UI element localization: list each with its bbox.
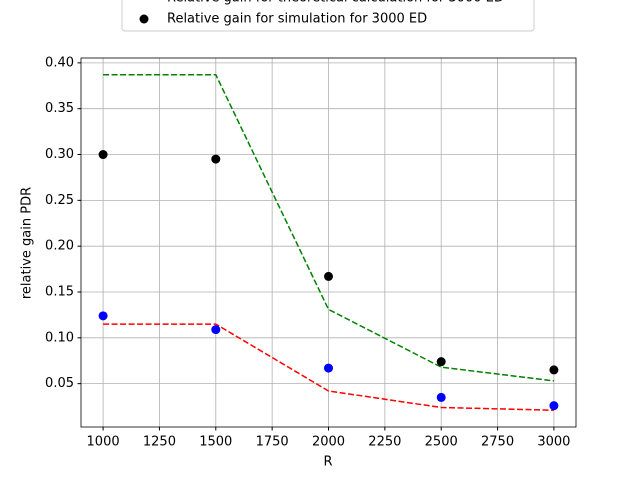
data-point [324, 271, 333, 281]
data-point [324, 363, 333, 373]
data-point [98, 150, 108, 160]
x-tick-label: 3000 [537, 435, 570, 450]
y-tick-label: 0.20 [45, 239, 74, 254]
data-point [98, 311, 108, 321]
x-tick-label: 2750 [481, 435, 514, 450]
plot-frame [80, 57, 577, 428]
data-point [211, 325, 221, 335]
x-tick-label: 1000 [87, 435, 120, 450]
data-point [549, 401, 559, 411]
y-tick-label: 0.40 [45, 55, 74, 70]
series-line [103, 74, 555, 382]
x-tick-label: 2250 [368, 435, 401, 450]
y-tick-label: 0.15 [45, 284, 74, 299]
y-axis-label: relative gain PDR [20, 187, 35, 299]
x-axis-label: R [323, 455, 332, 470]
x-tick-label: 2500 [425, 435, 458, 450]
legend-box [121, 0, 535, 32]
data-point [436, 357, 446, 367]
x-tick-label: 2000 [312, 435, 345, 450]
x-tick-label: 1500 [199, 435, 232, 450]
legend-marker [139, 14, 149, 24]
data-point [436, 392, 446, 402]
x-tick-label: 1750 [256, 435, 289, 450]
data-point [549, 365, 559, 375]
data-point [211, 154, 221, 164]
y-tick-label: 0.25 [45, 193, 74, 208]
legend-label: Relative gain for theoretical calculatio… [167, 0, 504, 6]
y-tick-label: 0.30 [45, 147, 74, 162]
legend-label: Relative gain for simulation for 3000 ED [167, 12, 427, 27]
y-tick-label: 0.10 [45, 330, 74, 345]
series-line [103, 323, 554, 411]
y-tick-label: 0.35 [45, 101, 74, 116]
x-tick-label: 1250 [143, 435, 176, 450]
y-tick-label: 0.05 [45, 376, 74, 391]
